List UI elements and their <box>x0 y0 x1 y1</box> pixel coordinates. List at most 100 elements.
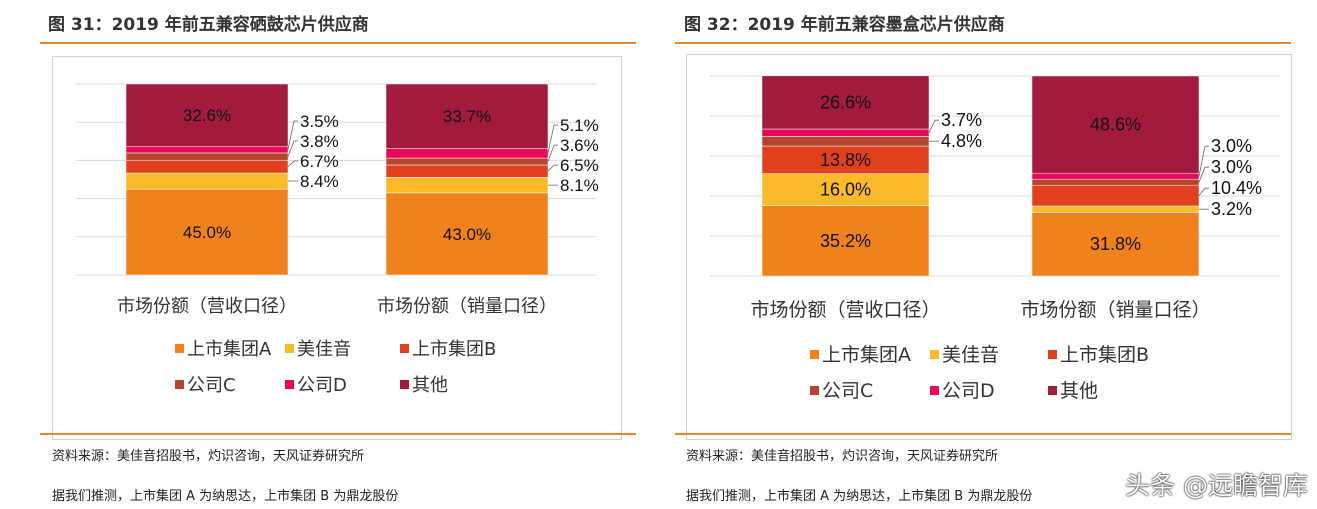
bar-segment <box>125 152 289 161</box>
bar-segment <box>1031 178 1200 186</box>
bar-segment <box>385 164 549 178</box>
data-label: 6.7% <box>300 152 339 171</box>
legend-label: 公司C <box>187 375 236 396</box>
bar-segment <box>761 173 930 206</box>
source-text: 资料来源：美佳音招股书，灼识咨询，天风证券研究所 <box>52 449 365 464</box>
leader-line <box>287 160 298 167</box>
category-label: 市场份额（营收口径） <box>750 299 940 321</box>
legend-swatch <box>285 380 294 389</box>
legend-swatch <box>1048 350 1057 359</box>
note-text: 据我们推测，上市集团 A 为纳思达，上市集团 B 为鼎龙股份 <box>52 489 399 504</box>
data-label: 3.8% <box>300 132 339 151</box>
data-label: 45.0% <box>183 223 231 242</box>
bar-segment <box>761 145 930 174</box>
data-label: 35.2% <box>820 231 871 251</box>
legend-label: 其他 <box>412 375 448 396</box>
title-divider <box>40 42 636 44</box>
bar-segment <box>1031 75 1200 174</box>
bar-segment <box>385 83 549 149</box>
figure-32-title: 图 32：2019 年前五兼容墨盒芯片供应商 <box>684 15 1005 35</box>
data-label: 43.0% <box>443 225 491 244</box>
bar-segment <box>125 146 289 154</box>
leader-line <box>547 124 558 154</box>
legend-swatch <box>175 380 184 389</box>
watermark: 头条 @远瞻智库 <box>1125 471 1308 500</box>
source-text: 资料来源：美佳音招股书，灼识咨询，天风证券研究所 <box>686 449 999 464</box>
data-label: 3.2% <box>1211 199 1252 219</box>
leader-line <box>1198 187 1209 196</box>
legend-label: 公司D <box>942 380 995 402</box>
data-label: 16.0% <box>820 180 871 200</box>
legend-swatch <box>930 350 939 359</box>
data-label: 6.5% <box>560 156 599 175</box>
figure-31-title: 图 31：2019 年前五兼容硒鼓芯片供应商 <box>48 15 369 35</box>
chart-32-frame <box>686 54 1292 440</box>
legend-label: 公司C <box>822 380 873 402</box>
bar-segment <box>125 159 289 174</box>
legend-label: 上市集团B <box>412 339 496 360</box>
leader-line <box>287 120 298 150</box>
bar-segment <box>761 136 930 147</box>
bar-segment <box>125 188 289 276</box>
note-text: 据我们推测，上市集团 A 为纳思达，上市集团 B 为鼎龙股份 <box>686 489 1033 504</box>
data-label: 4.8% <box>941 131 982 151</box>
legend-swatch <box>930 386 939 395</box>
leader-line <box>547 164 558 172</box>
source-divider <box>40 433 636 435</box>
leader-line <box>547 144 558 162</box>
bar-segment <box>125 172 289 190</box>
legend-swatch <box>400 380 409 389</box>
data-label: 3.0% <box>1211 136 1252 156</box>
legend-label: 美佳音 <box>942 344 999 366</box>
bar-segment <box>385 192 549 276</box>
data-label: 31.8% <box>1090 234 1141 254</box>
bar-segment <box>385 157 549 166</box>
data-label: 13.8% <box>820 150 871 170</box>
legend-label: 上市集团A <box>822 344 911 366</box>
category-label: 市场份额（销量口径） <box>377 296 557 317</box>
legend-label: 上市集团B <box>1060 344 1149 366</box>
legend-swatch <box>810 386 819 395</box>
data-label: 8.1% <box>560 176 599 195</box>
bar-segment <box>1031 212 1200 277</box>
data-label: 3.0% <box>1211 157 1252 177</box>
data-label: 48.6% <box>1090 115 1141 135</box>
category-label: 市场份额（营收口径） <box>117 296 297 317</box>
leader-line <box>1198 166 1209 183</box>
bar-segment <box>125 83 289 147</box>
bar-segment <box>385 177 549 194</box>
chart-31-frame <box>52 56 622 440</box>
legend-label: 公司D <box>297 375 347 396</box>
legend-label: 其他 <box>1060 380 1098 402</box>
bar-segment <box>1031 205 1200 213</box>
legend-swatch <box>810 350 819 359</box>
data-label: 3.7% <box>941 110 982 130</box>
category-label: 市场份额（销量口径） <box>1020 299 1210 321</box>
leader-line <box>928 119 939 133</box>
legend-swatch <box>285 344 294 353</box>
data-label: 32.6% <box>183 106 231 125</box>
title-divider <box>675 42 1291 44</box>
bar-segment <box>385 148 549 159</box>
bar-segment <box>761 205 930 277</box>
data-label: 33.7% <box>443 107 491 126</box>
data-label: 5.1% <box>560 116 599 135</box>
bar-segment <box>761 75 930 130</box>
bar-segment <box>761 128 930 137</box>
data-label: 8.4% <box>300 172 339 191</box>
data-label: 3.5% <box>300 112 339 131</box>
legend-swatch <box>1048 386 1057 395</box>
data-label: 3.6% <box>560 136 599 155</box>
bar-segment <box>1031 172 1200 180</box>
data-label: 10.4% <box>1211 178 1262 198</box>
leader-line <box>287 140 298 157</box>
legend-label: 美佳音 <box>297 339 351 360</box>
bar-segment <box>1031 184 1200 207</box>
legend-label: 上市集团A <box>187 339 272 360</box>
data-label: 26.6% <box>820 92 871 112</box>
source-divider <box>675 433 1291 435</box>
legend-swatch <box>400 344 409 353</box>
leader-line <box>1198 145 1209 177</box>
legend-swatch <box>175 344 184 353</box>
